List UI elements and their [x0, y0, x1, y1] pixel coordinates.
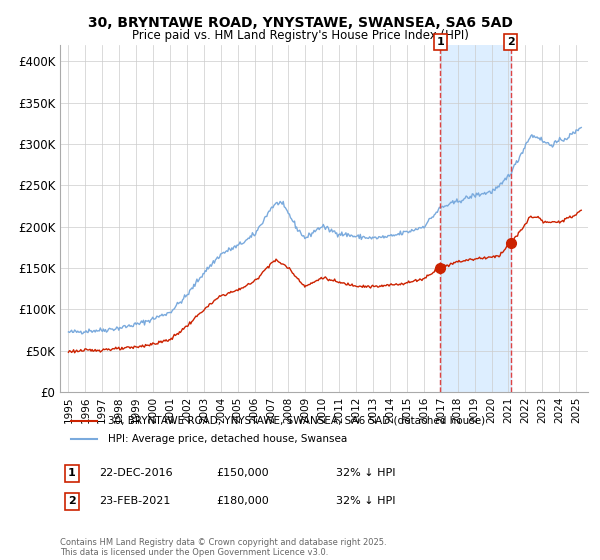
Text: 2: 2: [507, 37, 515, 47]
Text: 22-DEC-2016: 22-DEC-2016: [99, 468, 173, 478]
Text: 1: 1: [68, 468, 76, 478]
Text: 23-FEB-2021: 23-FEB-2021: [99, 496, 170, 506]
Text: 32% ↓ HPI: 32% ↓ HPI: [336, 468, 395, 478]
Text: £180,000: £180,000: [216, 496, 269, 506]
Bar: [440, 45, 511, 392]
Text: £150,000: £150,000: [216, 468, 269, 478]
Text: Price paid vs. HM Land Registry's House Price Index (HPI): Price paid vs. HM Land Registry's House …: [131, 29, 469, 42]
Text: 2: 2: [68, 496, 76, 506]
Text: Contains HM Land Registry data © Crown copyright and database right 2025.
This d: Contains HM Land Registry data © Crown c…: [60, 538, 386, 557]
Text: 30, BRYNTAWE ROAD, YNYSTAWE, SWANSEA, SA6 5AD (detached house): 30, BRYNTAWE ROAD, YNYSTAWE, SWANSEA, SA…: [107, 416, 485, 426]
Text: 32% ↓ HPI: 32% ↓ HPI: [336, 496, 395, 506]
Text: 1: 1: [436, 37, 444, 47]
Text: HPI: Average price, detached house, Swansea: HPI: Average price, detached house, Swan…: [107, 434, 347, 444]
Text: 30, BRYNTAWE ROAD, YNYSTAWE, SWANSEA, SA6 5AD: 30, BRYNTAWE ROAD, YNYSTAWE, SWANSEA, SA…: [88, 16, 512, 30]
